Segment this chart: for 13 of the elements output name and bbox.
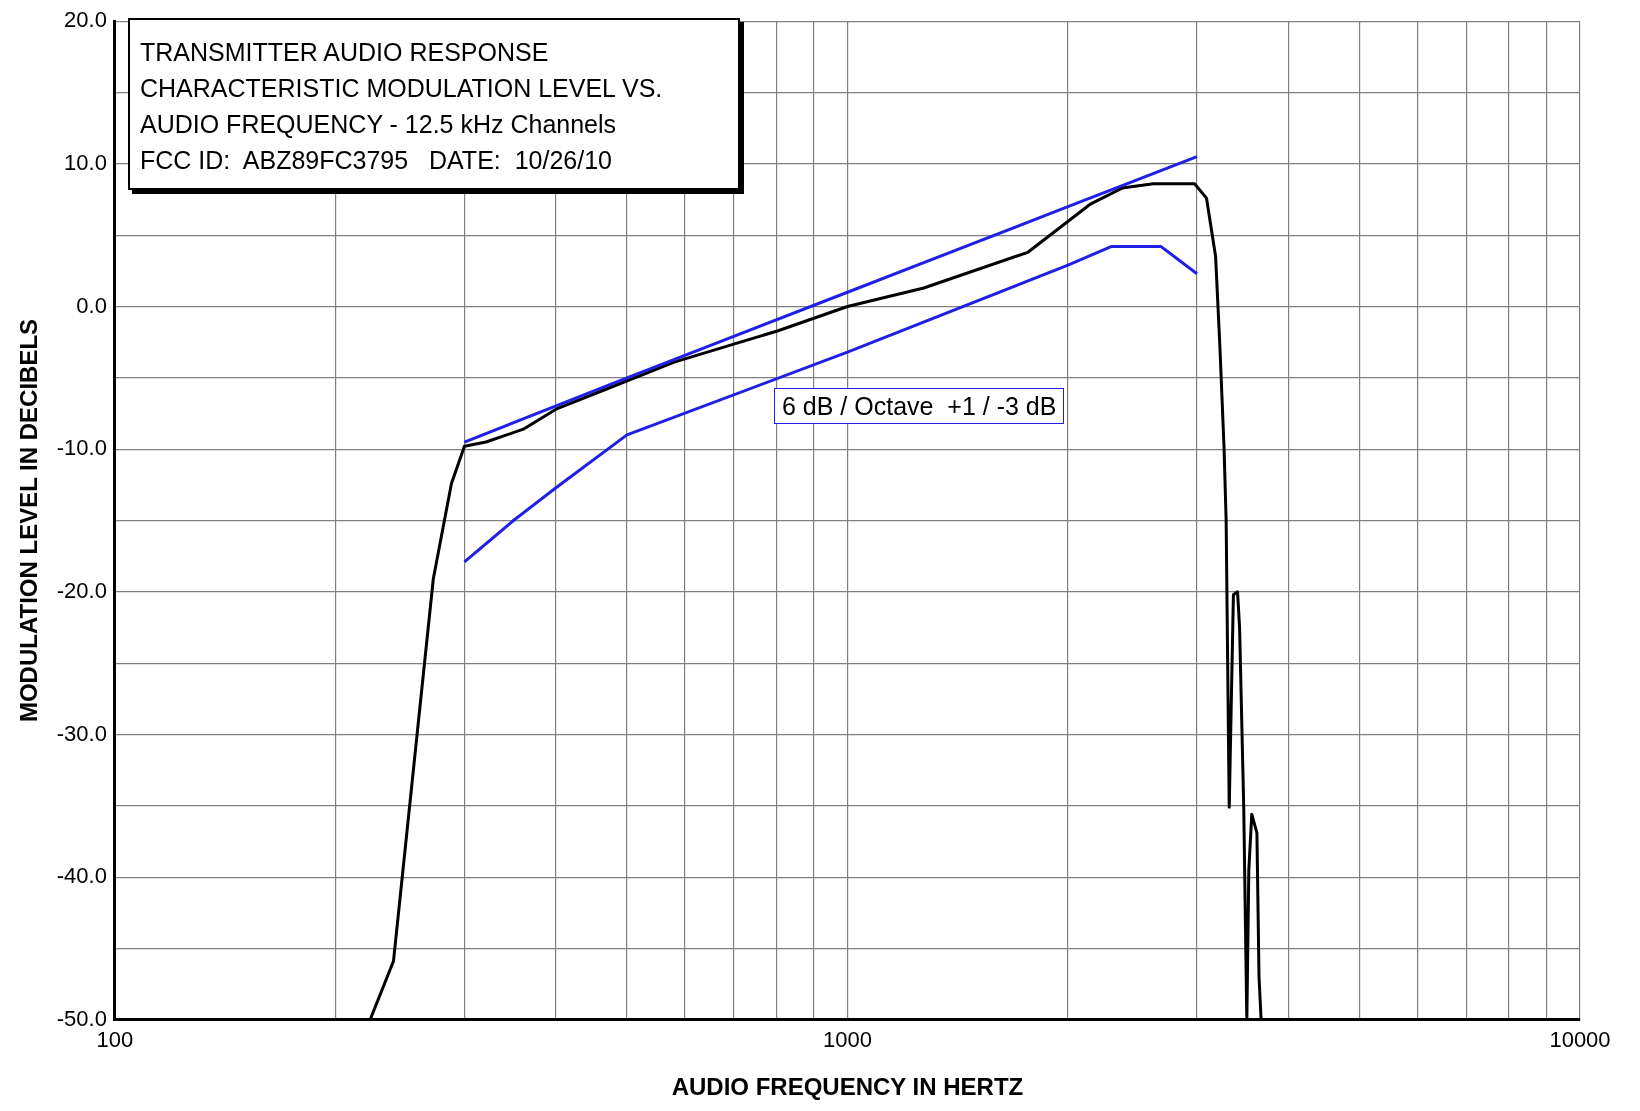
y-tick-label: 10.0 bbox=[64, 149, 107, 175]
y-tick-label: -30.0 bbox=[56, 720, 107, 746]
y-tick-label: -20.0 bbox=[56, 577, 107, 603]
y-tick-label: 20.0 bbox=[64, 7, 107, 33]
y-tick-label: 0.0 bbox=[76, 292, 107, 318]
note-box: 6 dB / Octave +1 / -3 dB bbox=[774, 388, 1065, 424]
y-axis-title: MODULATION LEVEL IN DECIBELS bbox=[15, 318, 43, 723]
x-tick-label: 10000 bbox=[1549, 1027, 1611, 1053]
y-tick-label: -40.0 bbox=[56, 863, 107, 889]
y-tick-label: -10.0 bbox=[56, 435, 107, 461]
annotation: FCC ID: ABZ89FC3795 DATE: 10/26/10 bbox=[140, 145, 613, 176]
x-axis-title: AUDIO FREQUENCY IN HERTZ bbox=[671, 1073, 1024, 1101]
x-tick-label: 1000 bbox=[823, 1027, 872, 1053]
